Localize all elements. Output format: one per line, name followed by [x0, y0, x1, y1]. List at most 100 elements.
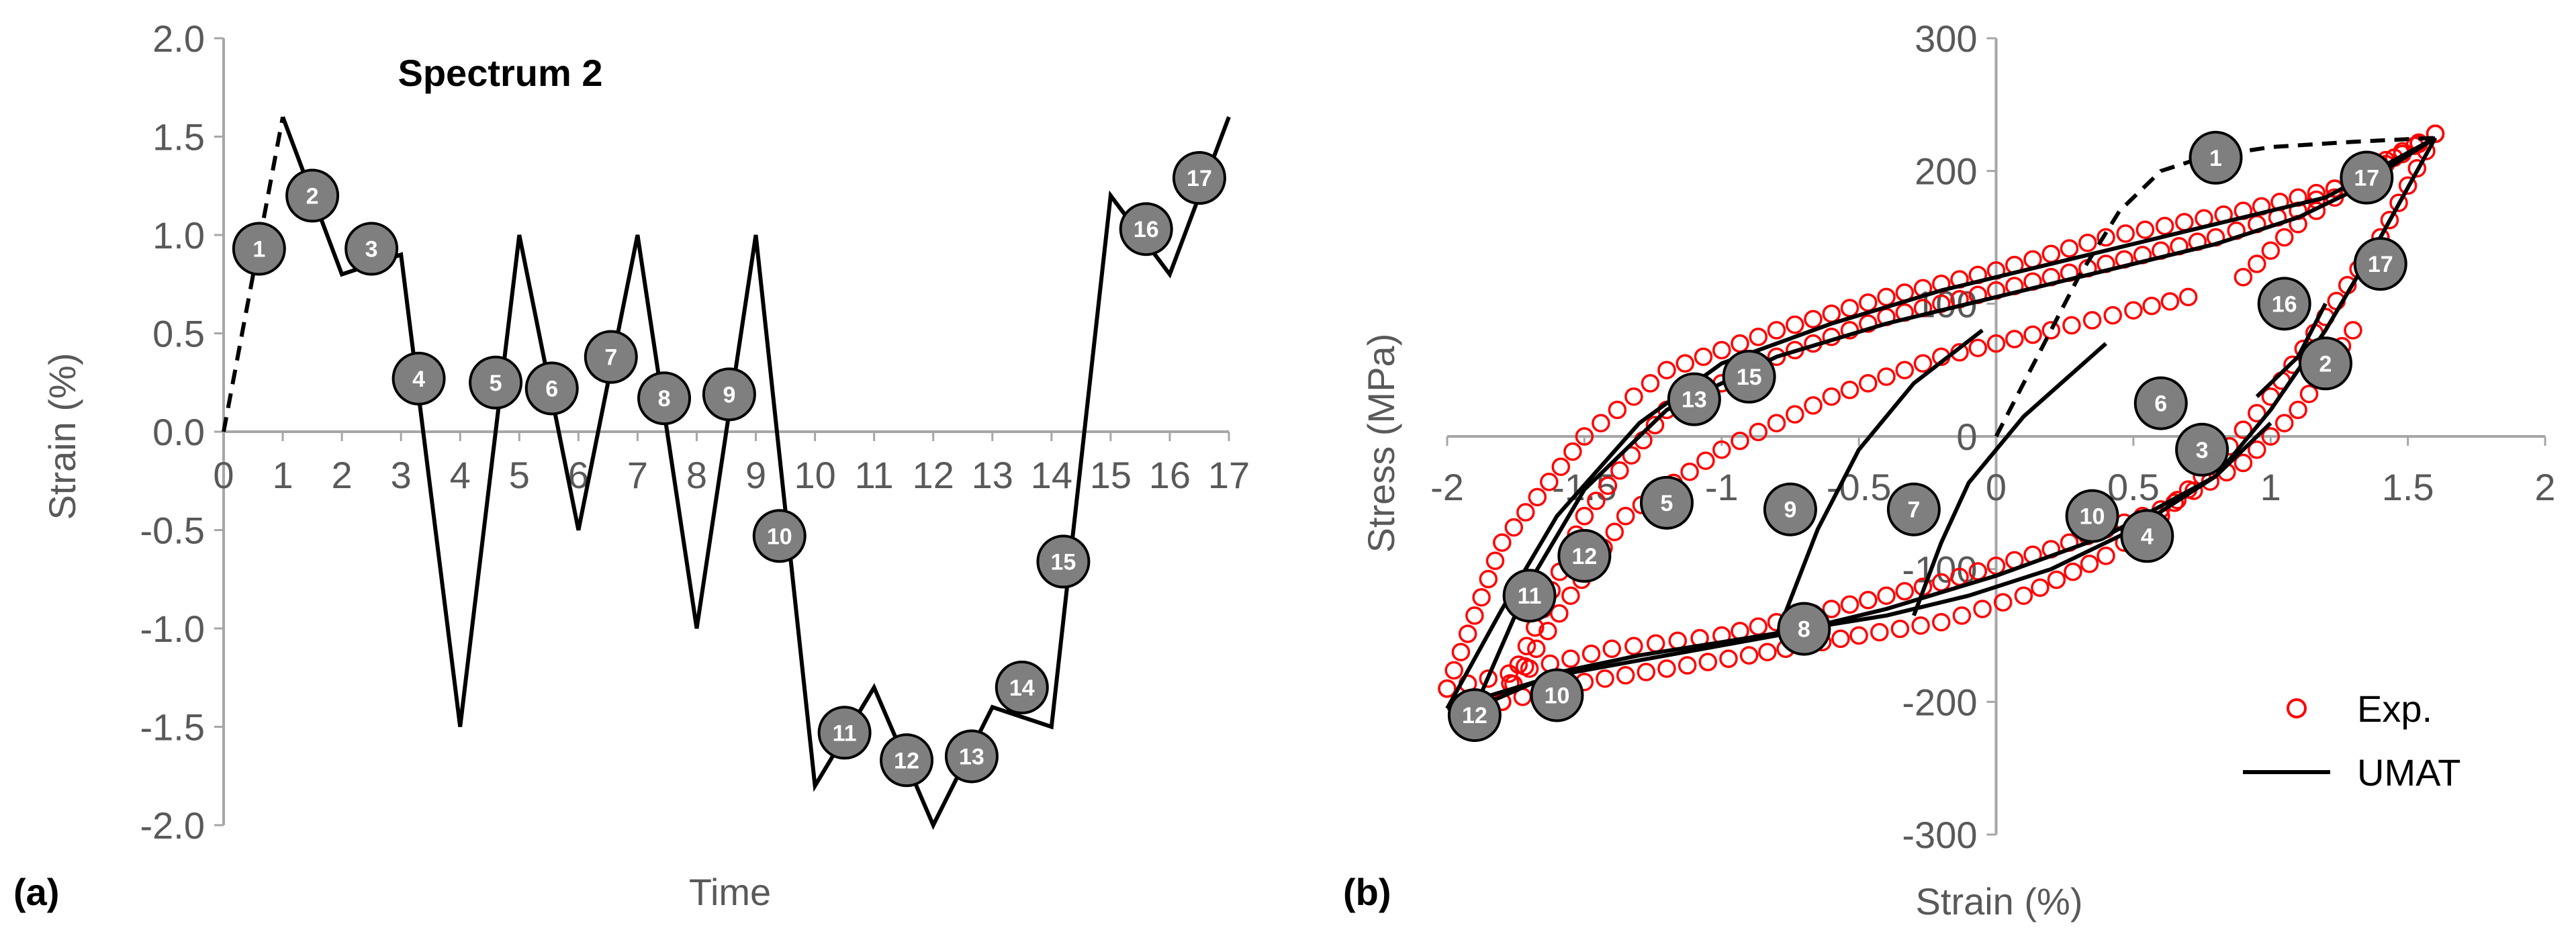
- exp-point: [1538, 622, 1557, 641]
- exp-point: [1895, 361, 1915, 379]
- exp-point: [1657, 659, 1676, 678]
- x-tick-label-b: -2: [1430, 466, 1464, 508]
- exp-point: [1822, 387, 1841, 406]
- marker-label: 10: [1545, 683, 1570, 708]
- exp-point: [1822, 600, 1841, 618]
- y-tick-label-a: -2.0: [140, 804, 205, 847]
- marker-label: 10: [767, 524, 792, 549]
- marker-badge: 2: [2299, 336, 2352, 391]
- exp-point: [1804, 396, 1823, 415]
- exp-point: [1840, 595, 1859, 614]
- marker-circle: [880, 733, 934, 788]
- marker-label: 10: [2080, 504, 2105, 530]
- legend-b: Exp. UMAT: [2243, 688, 2461, 794]
- y-tick-label-a: 1.0: [152, 214, 205, 256]
- marker-circle: [2175, 422, 2229, 477]
- y-axis-title-a: Strain (%): [41, 353, 83, 520]
- marker-circle: [1886, 482, 1941, 536]
- marker-badge: 9: [1763, 482, 1817, 536]
- marker-label: 8: [658, 386, 671, 412]
- marker-badge: 10: [752, 509, 807, 563]
- marker-label: 15: [1051, 549, 1076, 575]
- exp-point: [2124, 301, 2143, 320]
- marker-label: 17: [2354, 166, 2379, 191]
- y-tick-label-a: 1.5: [152, 116, 205, 158]
- exp-point: [2261, 241, 2281, 261]
- y-tick-label-b: -300: [1902, 814, 1977, 856]
- exp-point: [2274, 228, 2294, 247]
- x-tick-label-a: 12: [913, 454, 954, 496]
- exp-point: [1598, 476, 1618, 495]
- exp-point: [1767, 321, 1786, 340]
- marker-label: 7: [604, 345, 617, 371]
- x-tick-label-b: 2: [2534, 466, 2555, 508]
- marker-label: 8: [1798, 617, 1810, 643]
- exp-point: [1624, 387, 1643, 406]
- exp-point: [2014, 586, 2033, 605]
- marker-circle: [1763, 482, 1817, 536]
- exp-point: [1694, 347, 1713, 367]
- x-tick-label-a: 16: [1149, 454, 1191, 496]
- marker-circle: [285, 169, 340, 223]
- marker-circle: [1172, 151, 1226, 205]
- marker-badge: 15: [1036, 534, 1091, 589]
- exp-point: [2060, 239, 2079, 258]
- exp-series: [1438, 124, 2445, 712]
- exp-point: [1859, 293, 1878, 312]
- marker-label: 12: [1462, 703, 1487, 728]
- panel-a-strain-spectrum: Spectrum 2 Time Strain (%) (a) 2.0 1.5 1.0…: [13, 17, 1250, 913]
- legend-exp-label: Exp.: [2357, 688, 2432, 730]
- y-tick-label-a: 0.5: [152, 313, 205, 355]
- exp-point: [2389, 193, 2408, 212]
- exp-point: [1749, 328, 1768, 346]
- marker-circle: [2120, 509, 2174, 563]
- exp-point: [1516, 503, 1535, 522]
- exp-point: [1877, 367, 1896, 386]
- x-tick-label-b: 0.5: [2107, 466, 2160, 508]
- exp-point: [1973, 600, 1992, 618]
- x-tick-label-a: 0: [213, 454, 234, 496]
- marker-badge: 4: [2120, 509, 2174, 563]
- exp-point: [1719, 649, 1738, 668]
- exp-point: [1680, 462, 1699, 481]
- exp-point: [1890, 619, 1910, 639]
- exp-point: [1551, 457, 1571, 476]
- marker-label: 17: [1187, 166, 1212, 191]
- umat-branch-line: [1994, 156, 2203, 438]
- exp-point: [1767, 347, 1786, 367]
- marker-badge: 5: [1640, 475, 1694, 530]
- exp-point: [1932, 612, 1951, 632]
- y-tick-label-a: -1.0: [140, 608, 205, 650]
- exp-point: [1500, 664, 1518, 683]
- marker-badge: 10: [1530, 668, 1584, 722]
- marker-circle: [2133, 376, 2188, 430]
- exp-point: [1602, 639, 1622, 659]
- x-tick-label-b: 0: [1986, 466, 2007, 508]
- exp-point: [1758, 643, 1777, 661]
- marker-circle: [637, 371, 692, 426]
- exp-point: [1895, 581, 1915, 601]
- x-tick-label-a: 3: [391, 454, 412, 496]
- exp-point: [1859, 374, 1878, 393]
- exp-point: [2380, 211, 2399, 230]
- umat-series: [1445, 136, 2438, 711]
- exp-point: [1786, 315, 1804, 334]
- exp-point: [1493, 533, 1512, 552]
- panel-b-stress-strain: Strain (%) Stress (MPa) (b) 300 200 10 00 -1…: [1343, 17, 2556, 923]
- marker-circle: [1447, 688, 1502, 743]
- exp-point: [1877, 586, 1896, 605]
- marker-label: 13: [1682, 387, 1707, 413]
- marker-label: 9: [723, 382, 735, 408]
- exp-point: [1637, 663, 1656, 681]
- exp-point: [2175, 213, 2194, 232]
- exp-point: [1646, 634, 1665, 653]
- marker-label: 14: [1009, 675, 1035, 701]
- exp-point: [1767, 414, 1786, 432]
- exp-point: [1517, 636, 1536, 656]
- exp-point: [1849, 626, 1868, 645]
- marker-badge: 1: [232, 222, 286, 276]
- umat-branch-line: [2255, 302, 2328, 398]
